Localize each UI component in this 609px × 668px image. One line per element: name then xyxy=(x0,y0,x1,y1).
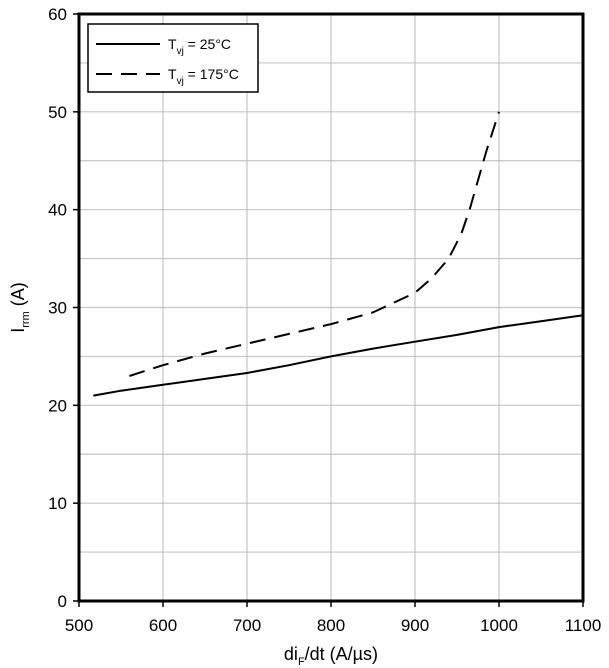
legend: Tvj = 25°C Tvj = 175°C xyxy=(87,23,259,93)
y-tick-label: 40 xyxy=(48,201,67,220)
x-tick-label: 500 xyxy=(65,616,93,635)
y-tick-label: 0 xyxy=(58,592,67,611)
y-axis-label-rest: (A) xyxy=(8,282,28,311)
y-axis-label: Irrm (A) xyxy=(8,282,32,333)
x-tick-label: 900 xyxy=(401,616,429,635)
x-axis-label-sub: F xyxy=(298,656,305,668)
series-layer xyxy=(93,111,584,397)
grid xyxy=(78,13,584,602)
x-tick-label: 700 xyxy=(233,616,261,635)
y-tick-label: 30 xyxy=(48,299,67,318)
legend-box xyxy=(87,23,259,93)
legend-label-2: Tvj = 175°C xyxy=(168,66,239,87)
x-axis-label-main: di xyxy=(284,644,298,664)
y-tick-label: 50 xyxy=(48,103,67,122)
y-tick-label: 10 xyxy=(48,494,67,513)
y-axis-label-sub: rrm xyxy=(20,311,32,328)
x-axis-label: diF/dt (A/µs) xyxy=(284,644,378,668)
y-axis-label-main: I xyxy=(8,328,28,333)
ticks: 500 600 700 800 900 1000 1100 0 10 20 30 40 50 60 xyxy=(48,5,601,635)
legend-label-1: Tvj = 25°C xyxy=(168,36,231,57)
y-tick-label: 60 xyxy=(48,5,67,24)
x-axis-label-rest: /dt (A/µs) xyxy=(305,644,378,664)
series-line-1 xyxy=(93,314,584,397)
x-tick-label: 800 xyxy=(317,616,345,635)
x-tick-label: 1000 xyxy=(480,616,518,635)
x-tick-label: 600 xyxy=(149,616,177,635)
y-tick-label: 20 xyxy=(48,396,67,415)
x-tick-label: 1100 xyxy=(565,616,602,635)
